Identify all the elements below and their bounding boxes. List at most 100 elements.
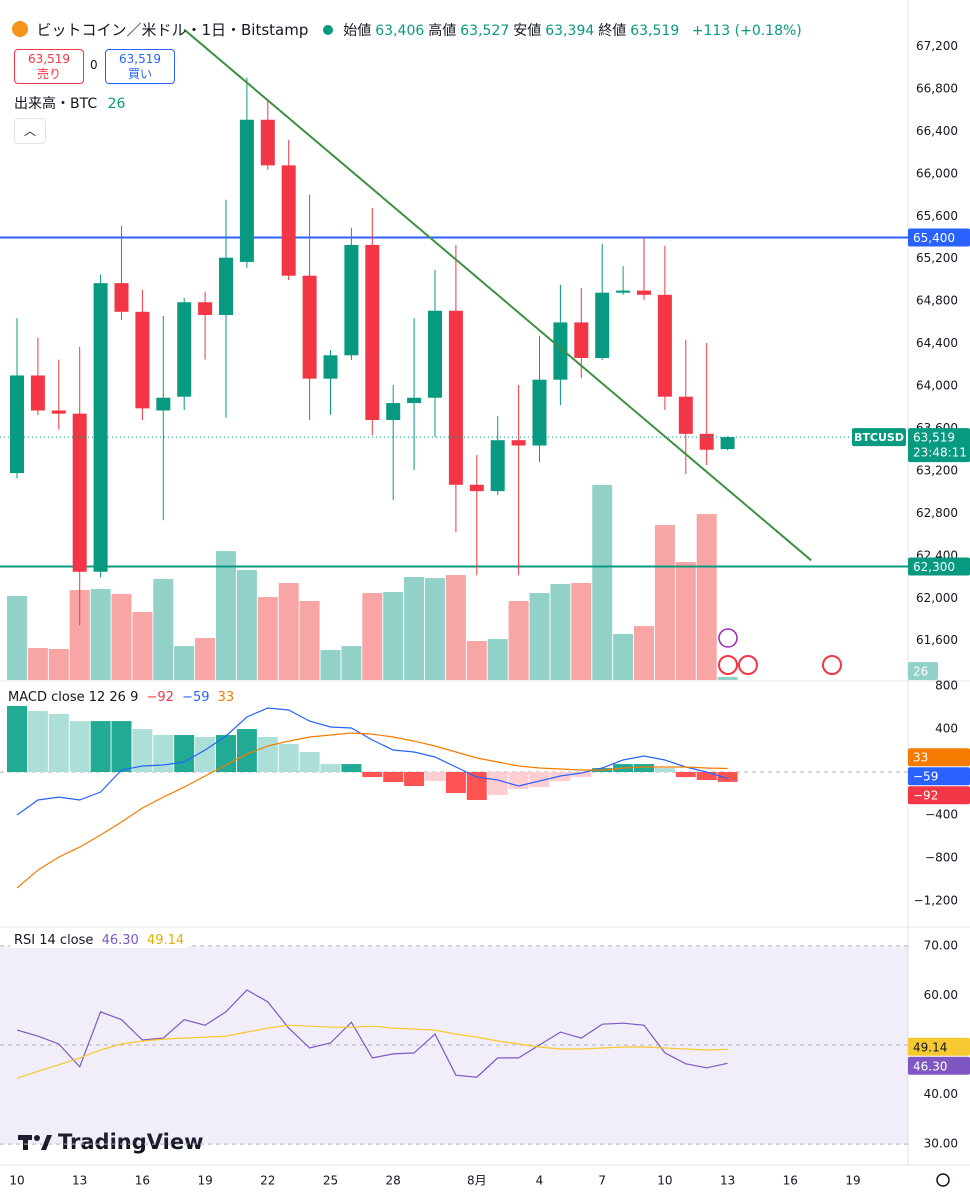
volume-value: 26: [107, 96, 126, 112]
y-tick-label: 61,600: [916, 633, 958, 647]
rsi-tag-bg: [908, 1037, 970, 1056]
macd-tag-bg: [908, 786, 970, 805]
buy-label: 買い: [127, 67, 152, 81]
rsi-tag-bg: [908, 1056, 970, 1075]
macd-histogram-bar: [27, 711, 48, 773]
macd-tag: 33: [913, 751, 928, 765]
macd-tag-bg: [908, 748, 970, 767]
macd-histogram-bar: [362, 772, 383, 778]
y-tick-label: 66,800: [916, 81, 958, 95]
candle-body: [720, 437, 735, 450]
x-tick-label: 22: [260, 1174, 275, 1188]
volume-bar: [90, 589, 111, 680]
volume-legend: 出来高・BTC 26: [14, 93, 125, 113]
macd-histogram-bar: [717, 772, 738, 782]
candle-body: [595, 292, 610, 358]
candle-body: [93, 283, 108, 572]
hline-tag-bg: [908, 228, 970, 247]
candle-body: [198, 302, 213, 315]
y-tick-label: −800: [925, 851, 958, 865]
y-tick-label: −400: [925, 808, 958, 822]
volume-bar: [216, 551, 236, 680]
candle-body: [574, 322, 589, 358]
candle-body: [260, 119, 275, 166]
x-tick-label: 13: [72, 1174, 87, 1188]
candle-body: [553, 322, 568, 380]
candle-body: [469, 484, 484, 492]
volume-bar: [257, 596, 278, 680]
x-tick-label: 19: [197, 1174, 212, 1188]
macd-histogram-bar: [90, 721, 111, 773]
volume-bar: [717, 677, 738, 680]
y-tick-label: 400: [935, 722, 958, 736]
candle-body: [490, 440, 505, 492]
candle-body: [365, 244, 380, 421]
candle-body: [10, 375, 24, 474]
volume-bar: [529, 593, 550, 680]
macd-tag: −92: [913, 789, 938, 803]
buy-button[interactable]: 63,519 買い: [105, 49, 175, 84]
event-icon[interactable]: [718, 628, 738, 648]
symbol-tag: BTCUSD: [854, 431, 904, 444]
volume-bar: [236, 569, 257, 680]
macd-histogram-bar: [48, 713, 69, 773]
macd-histogram-bar: [257, 736, 278, 773]
sell-price: 63,519: [28, 52, 70, 66]
macd-hist-value: −92: [146, 690, 174, 705]
macd-histogram-bar: [445, 772, 466, 793]
sell-button[interactable]: 63,519 売り: [14, 49, 84, 84]
volume-bar: [195, 638, 216, 680]
macd-histogram-bar: [132, 729, 153, 773]
volume-tag-bg: [908, 662, 938, 680]
x-tick-label: 10: [9, 1174, 24, 1188]
event-icon[interactable]: [822, 655, 842, 675]
x-tick-label: 13: [720, 1174, 735, 1188]
macd-histogram-bar: [571, 772, 592, 778]
candle-body: [699, 433, 714, 450]
candle-body: [448, 310, 463, 485]
macd-histogram-bar: [236, 729, 257, 773]
candle-body: [323, 355, 338, 379]
y-tick-label: 800: [935, 679, 958, 693]
volume-bar: [362, 593, 383, 680]
macd-histogram-bar: [69, 721, 90, 773]
logo-text: TradingView: [58, 1130, 203, 1154]
x-tick-label: 19: [845, 1174, 860, 1188]
volume-bar: [508, 601, 529, 680]
macd-histogram-bar: [404, 772, 425, 786]
candle-body: [281, 165, 296, 276]
rsi-ma-value: 49.14: [146, 933, 185, 948]
macd-line: [16, 732, 728, 889]
ohlc-value: 63,406: [375, 23, 425, 39]
symbol-icon: [12, 21, 28, 37]
event-icon[interactable]: [718, 655, 738, 675]
y-tick-label: 40.00: [924, 1087, 958, 1101]
candle-body: [114, 283, 129, 312]
candle-body: [51, 410, 66, 414]
y-tick-label: −1,200: [914, 894, 958, 908]
macd-signal-value: 33: [217, 690, 235, 705]
candle-body: [637, 290, 651, 295]
macd-legend: MACD close 12 26 9 −92 −59 33: [8, 690, 234, 705]
event-icon[interactable]: [738, 655, 758, 675]
y-tick-label: 30.00: [924, 1137, 958, 1151]
candle-body: [302, 275, 317, 379]
y-tick-label: 66,400: [916, 124, 958, 138]
candle-body: [219, 257, 233, 315]
y-tick-label: 62,800: [916, 506, 958, 520]
collapse-button[interactable]: ︿: [14, 118, 46, 144]
y-tick-label: 65,600: [916, 209, 958, 223]
x-tick-label: 16: [135, 1174, 150, 1188]
volume-bar: [383, 592, 404, 680]
candle-body: [72, 413, 87, 572]
settings-icon[interactable]: [936, 1173, 950, 1187]
header: ビットコイン／米ドル・1日・Bitstamp 始値 63,406 高値 63,527 安…: [12, 19, 806, 40]
macd-histogram-bar: [195, 736, 216, 773]
rsi-value: 46.30: [101, 933, 139, 948]
x-tick-label: 16: [783, 1174, 798, 1188]
candle-body: [532, 379, 547, 446]
volume-tag: 26: [913, 665, 928, 679]
y-tick-label: 64,400: [916, 336, 958, 350]
